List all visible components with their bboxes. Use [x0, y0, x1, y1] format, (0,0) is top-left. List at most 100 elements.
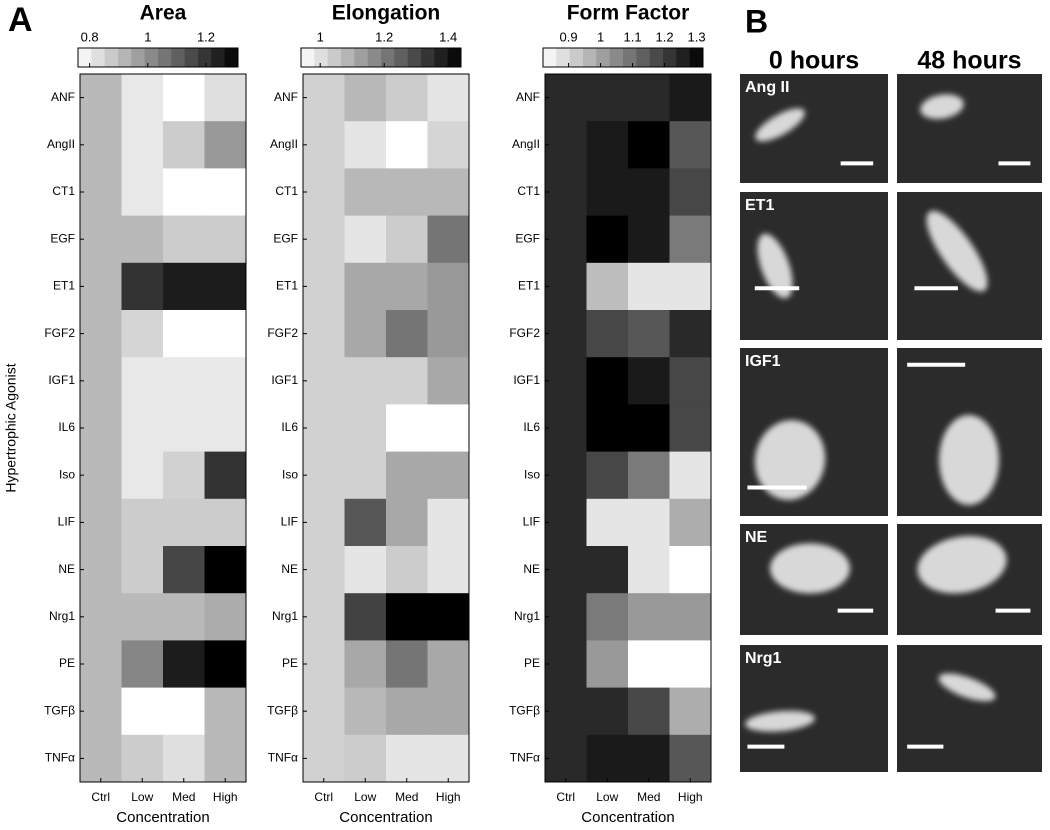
heatmap-cell: [80, 451, 122, 500]
heatmap-cell: [669, 687, 712, 736]
colorbar-step: [144, 48, 159, 67]
heatmap-cell: [545, 262, 587, 311]
heatmap-cell: [427, 451, 470, 500]
y-axis-label: Hypertrophic Agonist: [3, 363, 19, 492]
colorbar-tick-label: 1: [597, 29, 604, 44]
heatmap-cell: [586, 498, 629, 547]
cell-image: [938, 673, 996, 702]
heatmap-cell: [121, 74, 164, 122]
heatmap-cell: [121, 404, 164, 453]
heatmap-cell: [545, 357, 587, 405]
heatmap-cell: [303, 734, 345, 783]
heatmap-cell: [386, 640, 428, 689]
heatmap-cell: [163, 640, 205, 689]
panel-label: A: [8, 1, 33, 39]
heatmap-cell: [163, 357, 205, 405]
x-axis-label: Concentration: [339, 809, 432, 826]
y-tick-label: EGF: [515, 231, 540, 245]
y-tick-label: CT1: [275, 184, 298, 198]
colorbar-step: [158, 48, 172, 67]
y-tick-label: FGF2: [267, 326, 298, 340]
heatmap-cell: [303, 215, 345, 264]
colorbar-step: [569, 48, 584, 67]
cell-image: [926, 210, 988, 292]
y-tick-label: IL6: [281, 420, 298, 434]
heatmap-cell: [586, 310, 629, 358]
heatmap-cell: [121, 168, 164, 217]
colorbar-tick-label: 1.2: [656, 29, 674, 44]
chart-title: Form Factor: [567, 2, 690, 25]
heatmap-cell: [628, 498, 670, 547]
heatmap-cell: [669, 498, 712, 547]
heatmap-cell: [628, 262, 670, 311]
y-tick-label: ET1: [518, 279, 540, 293]
heatmap-cell: [427, 734, 470, 783]
heatmap-cell: [163, 168, 205, 217]
heatmap-cell: [669, 310, 712, 358]
y-tick-label: IGF1: [271, 373, 298, 387]
row-label: Nrg1: [745, 650, 782, 667]
x-tick-label: Med: [172, 790, 195, 804]
y-tick-label: NE: [281, 562, 298, 576]
heatmap-cell: [545, 168, 587, 217]
heatmap-cell: [545, 498, 587, 547]
heatmap-cell: [427, 593, 470, 641]
heatmap-cell: [669, 734, 712, 783]
heatmap-cell: [344, 546, 387, 594]
heatmap-cell: [163, 262, 205, 311]
heatmap-cell: [669, 451, 712, 500]
colorbar-step: [314, 48, 329, 67]
heatmap-cell: [344, 593, 387, 641]
y-tick-label: ANF: [51, 90, 75, 104]
colorbar-step: [118, 48, 132, 67]
heatmap-cell: [204, 687, 247, 736]
heatmap-cell: [303, 121, 345, 169]
heatmap-cell: [80, 734, 122, 783]
heatmap-cell: [344, 121, 387, 169]
heatmap-cell: [628, 687, 670, 736]
colorbar-frame: [300, 47, 462, 68]
x-axis-label: Concentration: [581, 809, 674, 826]
y-tick-label: TGFβ: [509, 703, 540, 717]
colorbar-step: [171, 48, 186, 67]
y-tick-label: TNFα: [268, 751, 298, 765]
y-tick-label: ET1: [276, 279, 298, 293]
heatmap-cell: [303, 593, 345, 641]
heatmap-cell: [545, 687, 587, 736]
heatmap-cell: [121, 262, 164, 311]
y-tick-label: Iso: [282, 467, 298, 481]
y-tick-label: NE: [58, 562, 75, 576]
colorbar-step: [556, 48, 571, 67]
heatmap-cell: [669, 262, 712, 311]
heatmap-cell: [427, 687, 470, 736]
heatmap-cell: [628, 310, 670, 358]
heatmap-cell: [163, 215, 205, 264]
heatmap-cell: [80, 262, 122, 311]
row-label: ET1: [745, 197, 774, 214]
heatmap-cell: [121, 687, 164, 736]
colorbar-step: [198, 48, 212, 67]
heatmap-cell: [545, 310, 587, 358]
colorbar-tick-label: 1.2: [197, 29, 215, 44]
colorbar-tick-label: 1.4: [439, 29, 457, 44]
cell-image: [770, 543, 850, 594]
y-tick-label: ANF: [516, 90, 540, 104]
heatmap-cell: [669, 168, 712, 217]
column-header: 48 hours: [917, 47, 1021, 75]
colorbar-step: [327, 48, 342, 67]
heatmap-cell: [628, 121, 670, 169]
heatmap-cell: [586, 168, 629, 217]
heatmap-cell: [204, 310, 247, 358]
colorbar-step: [131, 48, 146, 67]
colorbar-step: [184, 48, 199, 67]
heatmap-cell: [545, 734, 587, 783]
heatmap-cell: [121, 734, 164, 783]
heatmap-cell: [427, 498, 470, 547]
cell-image: [757, 233, 793, 299]
y-tick-label: Nrg1: [272, 609, 298, 623]
heatmap-cell: [427, 215, 470, 264]
heatmap-cell: [427, 262, 470, 311]
heatmap-cell: [163, 546, 205, 594]
colorbar-frame: [77, 47, 239, 68]
